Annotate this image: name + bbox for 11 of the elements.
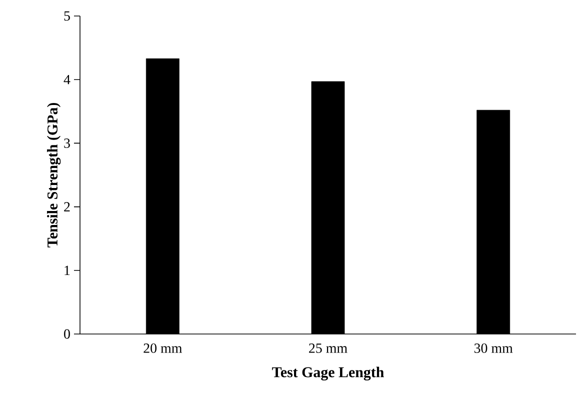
y-tick-label: 0 (64, 329, 70, 339)
x-tick-label: 20 mm (144, 344, 182, 353)
y-tick-label: 4 (64, 75, 70, 84)
y-tick-label: 3 (64, 138, 70, 148)
y-tick-label: 1 (64, 266, 70, 275)
x-axis-title: Test Gage Length (272, 366, 384, 380)
y-tick-label: 5 (64, 11, 70, 21)
x-tick-label: 30 mm (474, 344, 513, 353)
y-axis-title: Tensile Strength (GPa) (47, 103, 61, 248)
y-tick-label: 2 (64, 202, 70, 212)
x-tick-label: 25 mm (309, 344, 348, 353)
